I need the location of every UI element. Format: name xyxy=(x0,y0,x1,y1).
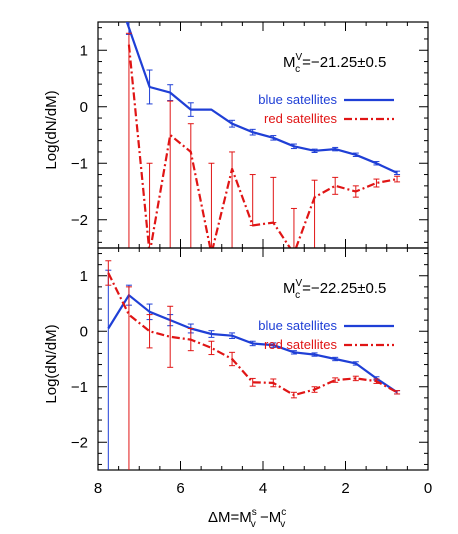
y-tick-label: −1 xyxy=(71,379,88,396)
legend-label-blue: blue satellites xyxy=(258,92,337,107)
y-tick-label: 0 xyxy=(80,99,88,116)
y-tick-label: 1 xyxy=(80,268,88,285)
top-panel: 1 0 −1 −2 Log(dN/dM) blue satellites red satel… xyxy=(43,21,429,249)
y-axis-title: Log(dN/dM) xyxy=(43,90,60,169)
plot-area xyxy=(105,260,401,470)
y-tick-label: −2 xyxy=(71,212,88,229)
legend-label-blue: blue satellites xyxy=(258,318,337,333)
panel-annotation: MV c =−21.25±0.5 xyxy=(283,52,386,75)
series-line-red xyxy=(107,272,398,397)
x-tick-label: 6 xyxy=(176,480,184,497)
y-tick-label: −2 xyxy=(71,434,88,451)
x-axis-title: ΔM=Ms v −Mc v xyxy=(208,507,286,530)
common-axes: 8 6 4 2 0 ΔM=Ms v −Mc v xyxy=(94,480,432,530)
series-line-blue xyxy=(125,22,398,174)
panel-annotation: MV c =−22.25±0.5 xyxy=(283,278,386,301)
bottom-panel: 1 0 −1 −2 Log(dN/dM) blue satellites red satel… xyxy=(43,247,429,471)
legend-label-red: red satellites xyxy=(264,111,337,126)
x-tick-label: 4 xyxy=(259,480,267,497)
series-line-red xyxy=(127,44,398,248)
y-axis-title: Log(dN/dM) xyxy=(43,324,60,403)
y-tick-label: −1 xyxy=(71,155,88,172)
plot-area xyxy=(125,22,401,248)
y-tick-label: 1 xyxy=(80,42,88,59)
x-tick-label: 2 xyxy=(341,480,349,497)
x-tick-label: 0 xyxy=(424,480,432,497)
y-tick-label: 0 xyxy=(80,323,88,340)
legend-label-red: red satellites xyxy=(264,337,337,352)
x-tick-label: 8 xyxy=(94,480,102,497)
